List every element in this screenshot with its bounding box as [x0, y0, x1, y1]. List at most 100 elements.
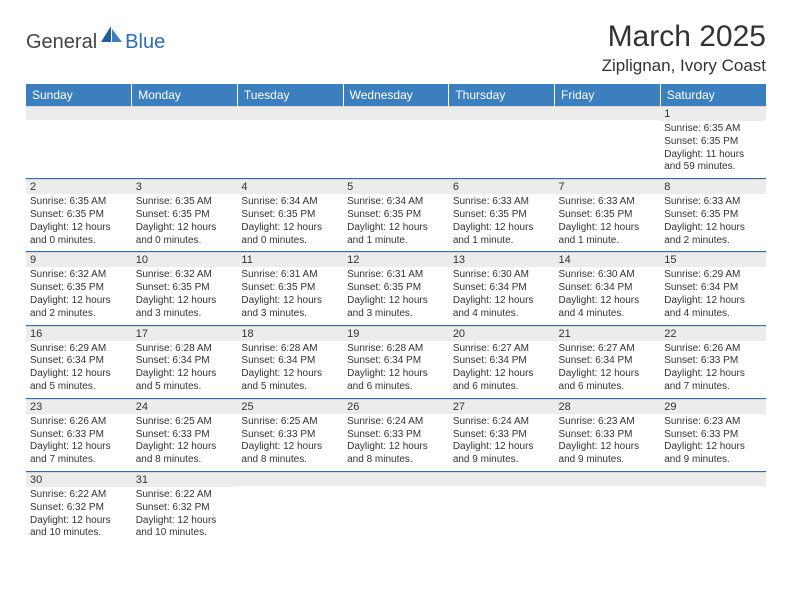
day-details: Sunrise: 6:32 AMSunset: 6:35 PMDaylight:… — [26, 267, 132, 324]
sunrise-text: Sunrise: 6:27 AM — [559, 343, 657, 356]
calendar-day-cell: 15Sunrise: 6:29 AMSunset: 6:34 PMDayligh… — [660, 252, 766, 325]
day-number: 2 — [26, 179, 132, 194]
day-details: Sunrise: 6:29 AMSunset: 6:34 PMDaylight:… — [660, 267, 766, 324]
day-number: 4 — [237, 179, 343, 194]
day-number: 26 — [343, 399, 449, 414]
day-number — [343, 106, 449, 120]
sunset-text: Sunset: 6:35 PM — [136, 209, 234, 222]
calendar-day-cell: 6Sunrise: 6:33 AMSunset: 6:35 PMDaylight… — [449, 179, 555, 252]
day-details: Sunrise: 6:33 AMSunset: 6:35 PMDaylight:… — [660, 194, 766, 251]
day-details — [26, 120, 132, 126]
day-details: Sunrise: 6:29 AMSunset: 6:34 PMDaylight:… — [26, 341, 132, 398]
day-number: 1 — [660, 106, 766, 121]
calendar-day-cell: 25Sunrise: 6:25 AMSunset: 6:33 PMDayligh… — [237, 398, 343, 471]
day-details — [660, 486, 766, 492]
sunset-text: Sunset: 6:34 PM — [453, 282, 551, 295]
calendar-day-cell — [343, 471, 449, 544]
calendar-day-cell — [449, 471, 555, 544]
daylight-text: Daylight: 12 hours and 4 minutes. — [664, 295, 762, 321]
sunset-text: Sunset: 6:35 PM — [664, 209, 762, 222]
sunrise-text: Sunrise: 6:28 AM — [136, 343, 234, 356]
day-number: 23 — [26, 399, 132, 414]
day-details: Sunrise: 6:22 AMSunset: 6:32 PMDaylight:… — [132, 487, 238, 544]
day-number: 30 — [26, 472, 132, 487]
calendar-day-cell: 30Sunrise: 6:22 AMSunset: 6:32 PMDayligh… — [26, 471, 132, 544]
day-details: Sunrise: 6:28 AMSunset: 6:34 PMDaylight:… — [237, 341, 343, 398]
calendar-day-cell: 10Sunrise: 6:32 AMSunset: 6:35 PMDayligh… — [132, 252, 238, 325]
day-number: 6 — [449, 179, 555, 194]
daylight-text: Daylight: 12 hours and 1 minute. — [453, 222, 551, 248]
day-number: 28 — [555, 399, 661, 414]
day-number: 22 — [660, 326, 766, 341]
sunset-text: Sunset: 6:35 PM — [559, 209, 657, 222]
day-number — [237, 106, 343, 120]
weekday-header: Sunday — [26, 84, 132, 106]
day-number — [132, 106, 238, 120]
daylight-text: Daylight: 12 hours and 9 minutes. — [559, 441, 657, 467]
day-details: Sunrise: 6:31 AMSunset: 6:35 PMDaylight:… — [237, 267, 343, 324]
day-details: Sunrise: 6:28 AMSunset: 6:34 PMDaylight:… — [132, 341, 238, 398]
calendar-day-cell: 4Sunrise: 6:34 AMSunset: 6:35 PMDaylight… — [237, 179, 343, 252]
day-number — [555, 472, 661, 486]
sunrise-text: Sunrise: 6:31 AM — [241, 269, 339, 282]
day-details: Sunrise: 6:30 AMSunset: 6:34 PMDaylight:… — [555, 267, 661, 324]
day-number — [660, 472, 766, 486]
day-number — [26, 106, 132, 120]
day-number: 19 — [343, 326, 449, 341]
calendar-day-cell — [555, 106, 661, 179]
sunset-text: Sunset: 6:34 PM — [241, 355, 339, 368]
day-number — [343, 472, 449, 486]
day-details — [343, 486, 449, 492]
weekday-header: Thursday — [449, 84, 555, 106]
sunrise-text: Sunrise: 6:25 AM — [241, 416, 339, 429]
sunrise-text: Sunrise: 6:33 AM — [664, 196, 762, 209]
daylight-text: Daylight: 12 hours and 3 minutes. — [347, 295, 445, 321]
day-details: Sunrise: 6:34 AMSunset: 6:35 PMDaylight:… — [237, 194, 343, 251]
sunrise-text: Sunrise: 6:27 AM — [453, 343, 551, 356]
calendar-day-cell — [343, 106, 449, 179]
calendar-day-cell — [132, 106, 238, 179]
day-details: Sunrise: 6:28 AMSunset: 6:34 PMDaylight:… — [343, 341, 449, 398]
day-details: Sunrise: 6:24 AMSunset: 6:33 PMDaylight:… — [343, 414, 449, 471]
calendar-week-row: 23Sunrise: 6:26 AMSunset: 6:33 PMDayligh… — [26, 398, 766, 471]
daylight-text: Daylight: 12 hours and 10 minutes. — [30, 515, 128, 541]
sunrise-text: Sunrise: 6:22 AM — [136, 489, 234, 502]
day-details: Sunrise: 6:30 AMSunset: 6:34 PMDaylight:… — [449, 267, 555, 324]
calendar-day-cell: 7Sunrise: 6:33 AMSunset: 6:35 PMDaylight… — [555, 179, 661, 252]
calendar-week-row: 30Sunrise: 6:22 AMSunset: 6:32 PMDayligh… — [26, 471, 766, 544]
calendar-day-cell — [449, 106, 555, 179]
day-number — [449, 106, 555, 120]
sunset-text: Sunset: 6:35 PM — [347, 209, 445, 222]
sunrise-text: Sunrise: 6:31 AM — [347, 269, 445, 282]
daylight-text: Daylight: 12 hours and 2 minutes. — [30, 295, 128, 321]
day-details: Sunrise: 6:35 AMSunset: 6:35 PMDaylight:… — [660, 121, 766, 178]
sunset-text: Sunset: 6:33 PM — [664, 355, 762, 368]
sunset-text: Sunset: 6:34 PM — [559, 282, 657, 295]
day-number: 13 — [449, 252, 555, 267]
day-number: 25 — [237, 399, 343, 414]
brand-logo: General Blue — [26, 26, 165, 59]
day-number: 31 — [132, 472, 238, 487]
day-number: 10 — [132, 252, 238, 267]
sunrise-text: Sunrise: 6:23 AM — [559, 416, 657, 429]
daylight-text: Daylight: 12 hours and 1 minute. — [347, 222, 445, 248]
sunset-text: Sunset: 6:35 PM — [136, 282, 234, 295]
day-details: Sunrise: 6:26 AMSunset: 6:33 PMDaylight:… — [26, 414, 132, 471]
day-number: 17 — [132, 326, 238, 341]
sunset-text: Sunset: 6:33 PM — [664, 429, 762, 442]
daylight-text: Daylight: 12 hours and 6 minutes. — [453, 368, 551, 394]
page-title: March 2025 — [602, 20, 766, 54]
day-number: 5 — [343, 179, 449, 194]
calendar-day-cell: 17Sunrise: 6:28 AMSunset: 6:34 PMDayligh… — [132, 325, 238, 398]
calendar-day-cell: 20Sunrise: 6:27 AMSunset: 6:34 PMDayligh… — [449, 325, 555, 398]
sunset-text: Sunset: 6:34 PM — [347, 355, 445, 368]
calendar-day-cell — [237, 471, 343, 544]
weekday-header-row: Sunday Monday Tuesday Wednesday Thursday… — [26, 84, 766, 106]
weekday-header: Friday — [555, 84, 661, 106]
sunrise-text: Sunrise: 6:25 AM — [136, 416, 234, 429]
sunset-text: Sunset: 6:32 PM — [30, 502, 128, 515]
calendar-day-cell: 2Sunrise: 6:35 AMSunset: 6:35 PMDaylight… — [26, 179, 132, 252]
calendar-week-row: 2Sunrise: 6:35 AMSunset: 6:35 PMDaylight… — [26, 179, 766, 252]
sunrise-text: Sunrise: 6:32 AM — [136, 269, 234, 282]
daylight-text: Daylight: 12 hours and 5 minutes. — [241, 368, 339, 394]
